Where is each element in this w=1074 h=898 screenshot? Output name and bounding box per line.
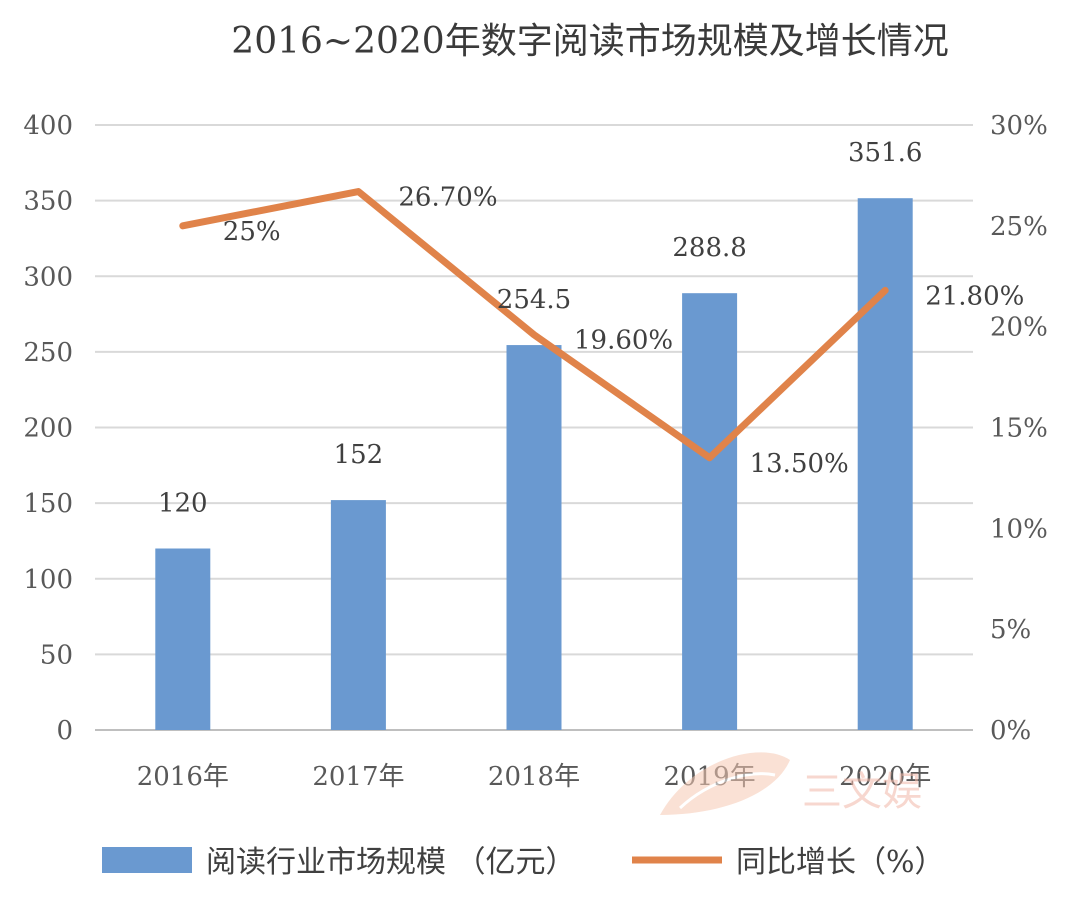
bar-value-label: 152 (334, 440, 384, 470)
bar-value-label: 254.5 (497, 285, 571, 315)
line-point (357, 190, 360, 193)
bar (506, 345, 562, 730)
left-tick-label: 150 (23, 489, 73, 519)
line-series (179, 188, 889, 462)
bar-value-label: 288.8 (672, 233, 746, 263)
right-axis-ticks: 0% 5% 10% 15% 20% 25% 30% (990, 111, 1048, 746)
right-tick-label: 25% (990, 212, 1048, 242)
legend: 阅读行业市场规模 （亿元） 同比增长（%） (102, 845, 945, 880)
left-tick-label: 300 (23, 262, 73, 292)
x-tick-label: 2016年 (137, 762, 229, 792)
left-tick-label: 350 (23, 187, 73, 217)
line-point (181, 224, 184, 227)
line-data-labels: 25% 26.70% 19.60% 13.50% 21.80% (223, 183, 1025, 479)
legend-swatch-bar (102, 847, 192, 873)
watermark-text: 三文娱 (802, 769, 922, 815)
bar-value-label: 120 (158, 489, 208, 519)
x-axis-ticks: 2016年2017年2018年2019年2020年 (137, 762, 932, 792)
bar (330, 500, 386, 730)
x-tick-label: 2020年 (839, 762, 931, 792)
bar (682, 293, 738, 730)
bar-value-label: 351.6 (848, 138, 922, 168)
bar (155, 548, 211, 730)
line-value-label: 19.60% (574, 326, 673, 356)
right-tick-label: 20% (990, 313, 1048, 343)
chart-title: 2016~2020年数字阅读市场规模及增长情况 (231, 21, 948, 62)
line-point (708, 456, 711, 459)
legend-label-bar: 阅读行业市场规模 （亿元） (206, 845, 576, 880)
watermark: 三文娱 (660, 752, 922, 815)
line-point (884, 289, 887, 292)
right-tick-label: 5% (990, 615, 1031, 645)
x-tick-label: 2017年 (312, 762, 404, 792)
bar-data-labels: 120 152 254.5 288.8 351.6 (158, 138, 922, 518)
right-tick-label: 30% (990, 111, 1048, 141)
bar-series (155, 198, 913, 730)
left-tick-label: 200 (23, 414, 73, 444)
x-tick-label: 2018年 (488, 762, 580, 792)
left-tick-label: 50 (40, 640, 73, 670)
right-tick-label: 10% (990, 514, 1048, 544)
line-value-label: 21.80% (925, 281, 1024, 311)
legend-label-line: 同比增长（%） (736, 845, 945, 880)
line-value-label: 26.70% (398, 183, 497, 213)
left-tick-label: 400 (23, 111, 73, 141)
bar (857, 198, 913, 730)
left-axis-ticks: 0 50 100 150 200 250 300 350 400 (23, 111, 73, 746)
right-tick-label: 15% (990, 414, 1048, 444)
line-point (533, 333, 535, 336)
line-value-label: 25% (223, 217, 281, 247)
left-tick-label: 100 (23, 565, 73, 595)
left-tick-label: 250 (23, 338, 73, 368)
left-tick-label: 0 (56, 716, 73, 746)
right-tick-label: 0% (990, 716, 1031, 746)
leaf-logo-icon (660, 752, 790, 815)
line-value-label: 13.50% (750, 449, 849, 479)
